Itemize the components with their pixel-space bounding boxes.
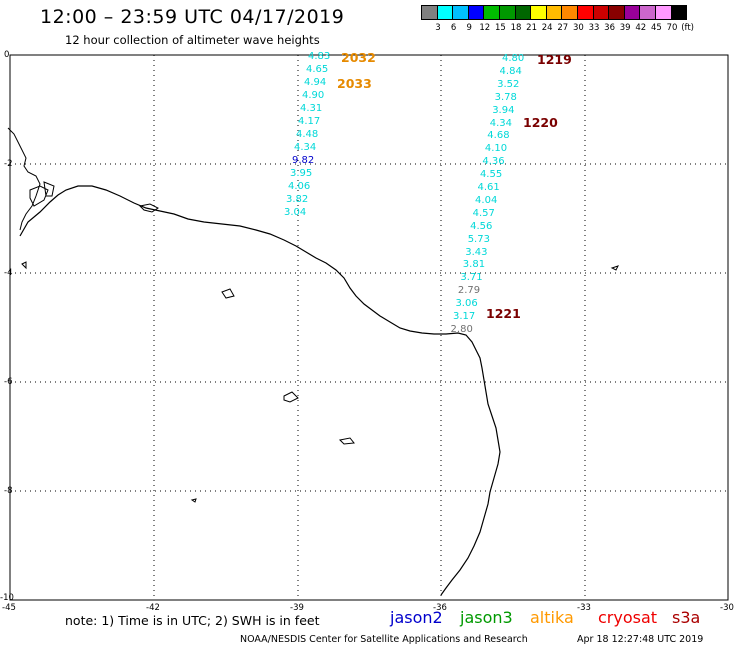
wave-height-value: 4.04 [475,194,498,206]
wave-height-value: 4.83 [308,51,331,62]
grid-lines [10,55,728,600]
wave-height-value: 3.06 [455,298,478,310]
wave-height-value: 2.79 [457,285,481,297]
wave-height-value: 3.71 [460,272,483,284]
x-tick-label: -45 [2,603,16,613]
x-tick-label: -39 [290,603,304,613]
y-tick-label: -8 [4,486,13,496]
wave-height-value: 3.94 [492,104,515,116]
colorbar-label: 33 [588,23,600,33]
coastline [19,185,501,596]
wave-height-value: 3.43 [465,246,488,258]
satellite-legend-item: s3a [672,608,701,627]
island [221,288,235,299]
wave-height-value: 4.61 [477,182,500,193]
wave-height-value: 4.57 [472,207,495,219]
island [138,203,159,213]
y-tick-label: -2 [4,159,13,169]
wave-height-value: 4.36 [482,156,505,168]
map-title: 12:00 – 23:59 UTC 04/17/2019 [40,6,345,28]
wave-height-value: 3.81 [462,259,486,271]
colorbar-label: 42 [635,23,647,33]
colorbar-label: 24 [541,23,553,33]
y-tick-label: -4 [4,268,13,278]
wave-height-value: 4.31 [300,103,323,114]
wave-height-value: 4.17 [298,116,321,127]
colorbar-label: 12 [479,23,491,33]
colorbar-label: 15 [494,23,506,33]
wave-height-value: 9.82 [292,155,315,166]
wave-height-colorbar [421,5,688,20]
island [190,498,197,503]
colorbar-label: 6 [450,23,457,33]
note-text: note: 1) Time is in UTC; 2) SWH is in fe… [65,613,320,628]
wave-height-value: 4.55 [479,169,503,181]
wave-height-value: 3.95 [290,168,313,179]
satellite-legend-item: altika [530,608,574,627]
colorbar-label: 27 [557,23,569,33]
credit-text: NOAA/NESDIS Center for Satellite Applica… [240,634,528,645]
wave-height-value: 4.94 [304,77,327,88]
wave-height-value: 4.80 [502,53,525,64]
x-tick-label: -33 [577,603,591,613]
timestamp: Apr 18 12:27:48 UTC 2019 [577,634,704,645]
satellite-legend-item: cryosat [598,608,658,627]
wave-height-value: 4.10 [484,143,508,155]
wave-height-value: 4.06 [288,181,311,192]
island [338,437,355,445]
colorbar-label: 70 [666,23,678,33]
wave-height-value: 3.04 [284,207,307,218]
x-tick-label: -42 [146,603,160,613]
island [283,391,299,403]
colorbar-label: 3 [435,23,441,33]
wave-height-value: 4.68 [487,130,510,142]
satellite-legend-item: jason3 [460,608,513,627]
satellite-legend-item: jason2 [390,608,443,627]
wave-height-value: 4.48 [296,129,319,140]
colorbar-label: 39 [619,23,631,33]
y-tick-label: -6 [4,377,13,387]
colorbar-label: 36 [604,23,615,33]
map-subtitle: 12 hour collection of altimeter wave hei… [65,33,320,47]
amazon-delta [7,127,55,231]
wave-height-value: 2.80 [450,323,473,335]
colorbar-label: (ft) [681,23,694,33]
colorbar-label: 45 [650,23,662,33]
wave-height-value: 4.65 [306,64,329,75]
wave-height-value: 5.73 [467,233,490,245]
pass-time-label: 2032 [341,50,376,65]
wave-height-value: 4.34 [489,117,513,129]
colorbar-label: 30 [572,23,584,33]
wave-height-value: 4.56 [470,220,493,232]
island [21,261,27,270]
pass-time-label: 1221 [486,306,521,321]
island [610,265,619,271]
wave-height-value: 4.90 [302,90,325,101]
map-frame [9,54,729,601]
x-tick-label: -30 [720,603,734,613]
colorbar-swatch [670,5,688,20]
y-tick-label: 0 [4,50,10,60]
wave-height-value: 3.78 [494,91,517,103]
pass-time-label: 2033 [337,76,372,91]
colorbar-label: 18 [510,23,522,33]
wave-height-value: 3.17 [453,311,476,322]
wave-height-value: 4.84 [499,65,522,77]
wave-height-value: 3.52 [497,78,520,90]
y-tick-label: -10 [0,593,14,603]
colorbar-label: 21 [526,23,537,33]
pass-time-label: 1219 [537,52,572,67]
wave-height-value: 3.82 [286,194,309,205]
wave-height-value: 4.34 [294,142,317,153]
colorbar-label: 9 [466,23,472,33]
x-tick-label: -36 [433,603,447,613]
pass-time-label: 1220 [523,115,558,130]
